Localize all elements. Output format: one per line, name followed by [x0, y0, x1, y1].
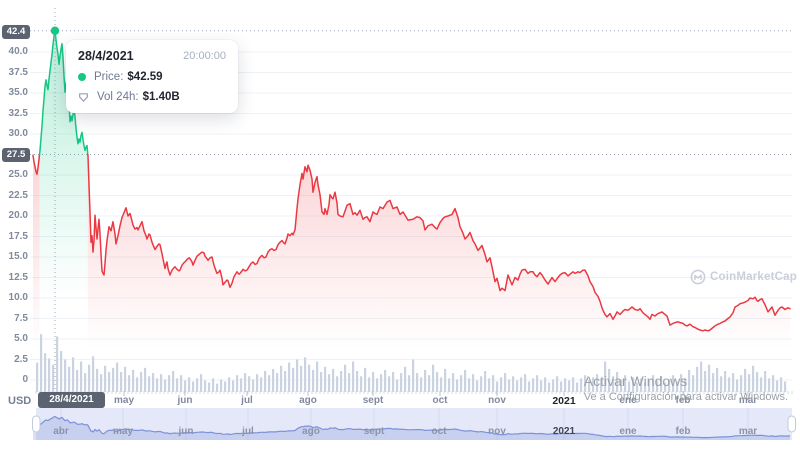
tooltip-time: 20:00:00: [183, 50, 226, 62]
y-axis-label: 0: [22, 374, 28, 385]
brush-axis-label: may: [112, 426, 134, 437]
x-axis-ticks: [35, 391, 793, 396]
brush-handle-right[interactable]: [787, 415, 796, 433]
x-axis-label: oct: [432, 395, 448, 406]
windows-watermark-title: Activar Windows: [583, 373, 688, 389]
coinmarketcap-logo-icon: [690, 269, 706, 285]
brush-handle-left[interactable]: [32, 415, 41, 433]
y-axis-label: 22.5: [8, 189, 28, 201]
tooltip-price-value: $42.59: [127, 71, 163, 83]
brush-axis-label: mar: [738, 426, 758, 437]
y-axis-label: 40.0: [8, 46, 28, 57]
volume-bars: [36, 334, 787, 392]
x-axis-label: may: [113, 395, 135, 406]
y-axis-label: 35.0: [8, 87, 28, 98]
y-axis-label: 15.0: [8, 251, 28, 262]
windows-watermark-subtitle: Ve a Configuración para activar Windows.: [583, 391, 788, 403]
y-axis-label: 30.0: [8, 128, 28, 139]
y-axis-price-badge: 27.5: [2, 147, 30, 162]
brush-axis-label: nov: [488, 426, 506, 437]
y-axis-label: 37.5: [8, 66, 28, 78]
y-axis-label: 32.5: [8, 107, 28, 119]
x-axis-label: jun: [177, 395, 193, 406]
brush-axis-label: jul: [242, 426, 254, 437]
x-axis-label: ene: [619, 395, 637, 406]
x-axis-label: ago: [299, 395, 317, 406]
brush-axis-label: oct: [431, 426, 447, 437]
x-axis-label: nov: [488, 395, 506, 406]
coinmarketcap-watermark-text: CoinMarketCap: [710, 271, 797, 283]
tooltip-price-label: Price:: [94, 71, 124, 83]
hover-tooltip: 28/4/2021 20:00:00 Price: $42.59 Vol 24h…: [66, 40, 238, 113]
coinmarketcap-watermark: CoinMarketCap: [690, 269, 797, 285]
brush-axis-label: 2021: [552, 426, 576, 437]
brush-axis-label: sept: [363, 426, 385, 437]
tooltip-date: 28/4/2021: [78, 49, 134, 63]
price-line: [32, 30, 791, 332]
hover-point-dot: [50, 26, 60, 35]
x-axis-label: jul: [241, 395, 253, 406]
y-axis-label: 7.5: [14, 312, 28, 324]
y-axis-label: 10.0: [8, 292, 28, 303]
brush-timeline[interactable]: [32, 408, 796, 440]
volume-shield-icon: [79, 92, 88, 102]
y-axis-label: 17.5: [8, 230, 28, 242]
brush-axis-label: ene: [619, 426, 637, 437]
brush-minichart-line: [32, 415, 791, 439]
brush-track[interactable]: [36, 408, 792, 440]
x-axis-label: feb: [675, 395, 691, 406]
brush-axis-label: ago: [302, 426, 320, 437]
x-axis-label: sept: [362, 395, 384, 406]
y-axis-label: 12.5: [8, 271, 28, 283]
windows-activation-watermark: Activar Windows Ve a Configuración para …: [584, 373, 788, 403]
x-axis-label: mar: [738, 395, 758, 406]
y-axis-label: 25.0: [8, 169, 28, 180]
x-axis-label: 2021: [552, 395, 576, 407]
hovered-date-badge: 28/4/2021: [38, 392, 105, 408]
tooltip-vol-value: $1.40B: [142, 91, 180, 103]
brush-axis-label: jun: [178, 426, 194, 437]
price-dot-icon: [78, 73, 86, 81]
y-axis-price-badge: 42.4: [2, 25, 30, 40]
tooltip-vol-label: Vol 24h:: [97, 91, 139, 103]
y-axis-label: 2.5: [14, 353, 28, 365]
y-axis-label: 5.0: [14, 333, 28, 344]
y-axis-label: 20.0: [8, 210, 28, 221]
brush-axis-label: abr: [53, 426, 69, 437]
currency-label: USD: [8, 395, 32, 407]
price-area: [33, 30, 791, 393]
brush-axis-label: feb: [675, 426, 691, 437]
